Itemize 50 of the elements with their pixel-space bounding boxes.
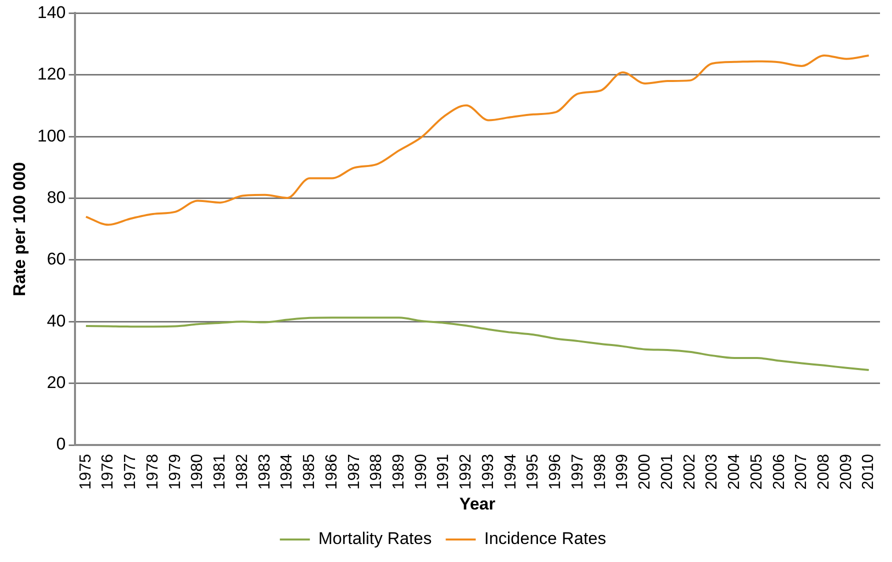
x-tick-label: 1998 (592, 454, 609, 490)
x-tick-label: 1989 (390, 454, 408, 490)
x-tick-label: 2007 (793, 454, 810, 490)
x-tick-label: 1983 (256, 454, 274, 490)
x-tick-label: 2000 (636, 454, 654, 490)
x-tick-label: 1994 (502, 454, 520, 490)
y-tick-label: 120 (37, 64, 66, 84)
y-tick-label: 80 (46, 188, 66, 207)
x-tick-label: 1993 (480, 454, 497, 490)
x-tick-label: 1978 (144, 454, 162, 490)
x-tick-label: 1999 (614, 454, 632, 490)
x-tick-label: 2001 (658, 454, 676, 490)
x-tick-label: 1984 (278, 454, 296, 490)
line-series (84, 54, 870, 226)
x-tick-label: 1995 (524, 454, 542, 490)
legend-label: Mortality Rates (318, 529, 432, 548)
x-tick-label: 1987 (346, 454, 363, 490)
line-series (84, 316, 870, 372)
x-axis-title: Year (459, 494, 496, 514)
y-tick-label: 40 (46, 311, 66, 330)
y-tick-label: 0 (56, 434, 66, 454)
x-tick-label: 1996 (547, 454, 564, 490)
x-tick-label: 1991 (435, 454, 452, 490)
x-tick-label: 1982 (234, 454, 251, 490)
y-tick-label: 140 (37, 2, 66, 22)
x-tick-label: 2008 (815, 454, 832, 490)
y-tick-label: 60 (46, 250, 66, 269)
x-tick-label: 1977 (122, 454, 140, 490)
x-tick-label: 2003 (704, 454, 721, 490)
x-tick-label: 1986 (323, 454, 340, 490)
x-tick-label: 2010 (860, 454, 878, 490)
y-tick-label: 20 (46, 373, 66, 392)
x-tick-label: 1997 (569, 454, 586, 490)
x-tick-label: 1990 (412, 454, 430, 490)
x-tick-label: 1976 (100, 454, 117, 490)
x-tick-label: 1979 (166, 454, 184, 490)
x-tick-label: 1980 (189, 454, 206, 490)
x-tick-label: 2004 (726, 454, 744, 490)
y-axis-title: Rate per 100 000 (10, 162, 29, 296)
x-tick-label: 2009 (838, 454, 855, 490)
x-tick-label: 1981 (212, 454, 229, 490)
x-tick-label: 2006 (770, 454, 788, 490)
legend-label: Incidence Rates (484, 529, 606, 548)
x-tick-label: 1975 (77, 454, 94, 490)
y-tick-label: 100 (37, 126, 66, 146)
x-tick-label: 1992 (458, 454, 475, 490)
x-tick-label: 2005 (748, 454, 766, 490)
x-tick-label: 1988 (368, 454, 386, 490)
x-tick-label: 2002 (681, 454, 698, 490)
x-tick-label: 1985 (301, 454, 318, 490)
